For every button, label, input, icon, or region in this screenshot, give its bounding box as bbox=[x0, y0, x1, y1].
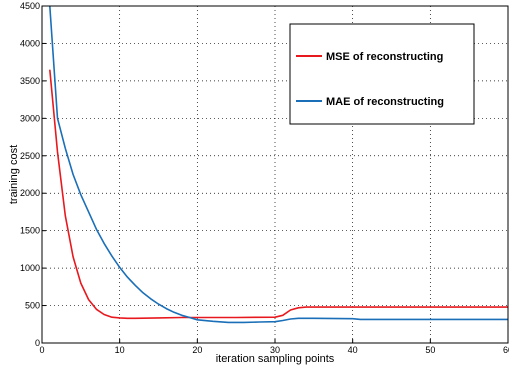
axis-ticks: 0 10 20 30 40 50 60 0 500 1000 1500 2000 2500 3000 350… bbox=[20, 1, 509, 355]
y-tick-label: 2500 bbox=[20, 151, 40, 161]
y-axis-label: training cost bbox=[8, 145, 20, 204]
x-tick-label: 40 bbox=[348, 345, 358, 355]
x-axis-label: iteration sampling points bbox=[216, 353, 335, 365]
x-tick-label: 60 bbox=[503, 345, 509, 355]
y-tick-label: 500 bbox=[25, 301, 40, 311]
x-tick-label: 30 bbox=[270, 345, 280, 355]
y-tick-label: 1500 bbox=[20, 226, 40, 236]
y-tick-label: 3500 bbox=[20, 76, 40, 86]
legend-label-mae: MAE of reconstructing bbox=[326, 96, 444, 108]
y-tick-label: 4500 bbox=[20, 1, 40, 11]
series-lines bbox=[49, 5, 508, 324]
y-tick-label: 4000 bbox=[20, 38, 40, 48]
series-line-mse bbox=[49, 69, 508, 320]
series-line-mae bbox=[49, 5, 508, 324]
x-tick-label: 50 bbox=[425, 345, 435, 355]
y-tick-label: 1000 bbox=[20, 263, 40, 273]
y-tick-label: 3000 bbox=[20, 113, 40, 123]
legend-label-mse: MSE of reconstructing bbox=[326, 51, 443, 63]
legend-box bbox=[289, 23, 475, 125]
x-tick-label: 20 bbox=[192, 345, 202, 355]
y-tick-label: 2000 bbox=[20, 188, 40, 198]
y-tick-label: 0 bbox=[35, 338, 40, 348]
legend: MSE of reconstructing MAE of reconstruct… bbox=[289, 23, 475, 125]
x-tick-label: 0 bbox=[39, 345, 44, 355]
x-tick-label: 10 bbox=[115, 345, 125, 355]
